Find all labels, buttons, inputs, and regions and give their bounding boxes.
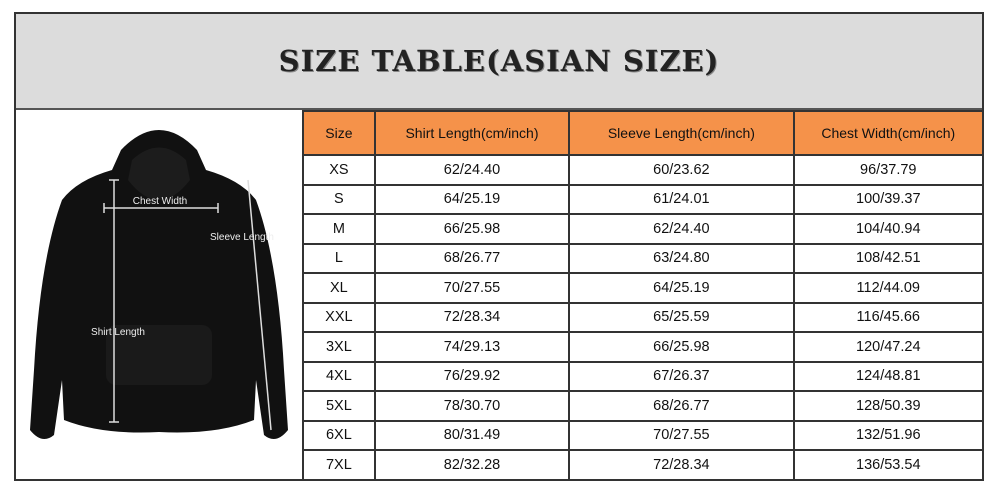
table-cell: 70/27.55 bbox=[373, 272, 571, 304]
table-row: M 66/25.98 62/24.40 104/40.94 bbox=[302, 213, 985, 245]
shirt-length-label: Shirt Length bbox=[91, 327, 145, 338]
table-cell: 3XL bbox=[302, 331, 376, 363]
table-cell: 112/44.09 bbox=[792, 272, 985, 304]
table-cell: XXL bbox=[302, 301, 376, 333]
table-cell: 65/25.59 bbox=[568, 301, 795, 333]
header-row: Size Shirt Length(cm/inch) Sleeve Length(c… bbox=[302, 110, 985, 156]
table-cell: 116/45.66 bbox=[792, 301, 985, 333]
table-cell: 5XL bbox=[302, 390, 376, 422]
table-row: 7XL 82/32.28 72/28.34 136/53.54 bbox=[302, 449, 985, 481]
table-cell: 66/25.98 bbox=[373, 213, 571, 245]
column-header: Size bbox=[302, 110, 376, 156]
table-cell: 66/25.98 bbox=[568, 331, 795, 363]
table-row: S 64/25.19 61/24.01 100/39.37 bbox=[302, 183, 985, 215]
table-cell: 96/37.79 bbox=[792, 154, 985, 186]
table-cell: 72/28.34 bbox=[373, 301, 571, 333]
table-cell: 80/31.49 bbox=[373, 419, 571, 451]
table-cell: M bbox=[302, 213, 376, 245]
table-cell: 61/24.01 bbox=[568, 183, 795, 215]
table-cell: S bbox=[302, 183, 376, 215]
hoodie-image: Chest Width Sleeve Length Shirt Length bbox=[30, 130, 288, 439]
table-cell: 124/48.81 bbox=[792, 360, 985, 392]
table-cell: 72/28.34 bbox=[568, 449, 795, 481]
table-cell: 76/29.92 bbox=[373, 360, 571, 392]
table-cell: 62/24.40 bbox=[373, 154, 571, 186]
sleeve-length-label: Sleeve Length bbox=[210, 232, 274, 243]
size-chart: SIZE TABLE(ASIAN SIZE) Chest Width Sleev… bbox=[14, 12, 985, 481]
table-row: XS 62/24.40 60/23.62 96/37.79 bbox=[302, 154, 985, 186]
table-cell: 67/26.37 bbox=[568, 360, 795, 392]
table-cell: 74/29.13 bbox=[373, 331, 571, 363]
table-row: XXL 72/28.34 65/25.59 116/45.66 bbox=[302, 301, 985, 333]
table-cell: 68/26.77 bbox=[373, 242, 571, 274]
column-header: Chest Width(cm/inch) bbox=[792, 110, 985, 156]
table-cell: 120/47.24 bbox=[792, 331, 985, 363]
table-cell: 64/25.19 bbox=[373, 183, 571, 215]
table-cell: 6XL bbox=[302, 419, 376, 451]
table-cell: 104/40.94 bbox=[792, 213, 985, 245]
table-cell: 64/25.19 bbox=[568, 272, 795, 304]
table-cell: XL bbox=[302, 272, 376, 304]
table-row: 3XL 74/29.13 66/25.98 120/47.24 bbox=[302, 331, 985, 363]
table-row: L 68/26.77 63/24.80 108/42.51 bbox=[302, 242, 985, 274]
column-header: Sleeve Length(cm/inch) bbox=[568, 110, 795, 156]
table-row: XL 70/27.55 64/25.19 112/44.09 bbox=[302, 272, 985, 304]
table-cell: 62/24.40 bbox=[568, 213, 795, 245]
title-bar: SIZE TABLE(ASIAN SIZE) bbox=[16, 14, 982, 110]
table-cell: 4XL bbox=[302, 360, 376, 392]
table-cell: 63/24.80 bbox=[568, 242, 795, 274]
table-cell: 7XL bbox=[302, 449, 376, 481]
table-cell: 70/27.55 bbox=[568, 419, 795, 451]
table-cell: 128/50.39 bbox=[792, 390, 985, 422]
table-cell: 82/32.28 bbox=[373, 449, 571, 481]
page-title: SIZE TABLE(ASIAN SIZE) bbox=[278, 44, 720, 78]
hoodie-shape bbox=[30, 130, 288, 439]
table-row: 6XL 80/31.49 70/27.55 132/51.96 bbox=[302, 419, 985, 451]
table-row: 4XL 76/29.92 67/26.37 124/48.81 bbox=[302, 360, 985, 392]
table-cell: XS bbox=[302, 154, 376, 186]
table-cell: L bbox=[302, 242, 376, 274]
table-cell: 136/53.54 bbox=[792, 449, 985, 481]
table-cell: 132/51.96 bbox=[792, 419, 985, 451]
chest-width-label: Chest Width bbox=[133, 196, 187, 207]
table-cell: 68/26.77 bbox=[568, 390, 795, 422]
table-cell: 60/23.62 bbox=[568, 154, 795, 186]
table-cell: 100/39.37 bbox=[792, 183, 985, 215]
table-cell: 108/42.51 bbox=[792, 242, 985, 274]
column-header: Shirt Length(cm/inch) bbox=[373, 110, 571, 156]
size-table: Size Shirt Length(cm/inch) Sleeve Length(c… bbox=[302, 110, 985, 481]
table-row: 5XL 78/30.70 68/26.77 128/50.39 bbox=[302, 390, 985, 422]
table-cell: 78/30.70 bbox=[373, 390, 571, 422]
